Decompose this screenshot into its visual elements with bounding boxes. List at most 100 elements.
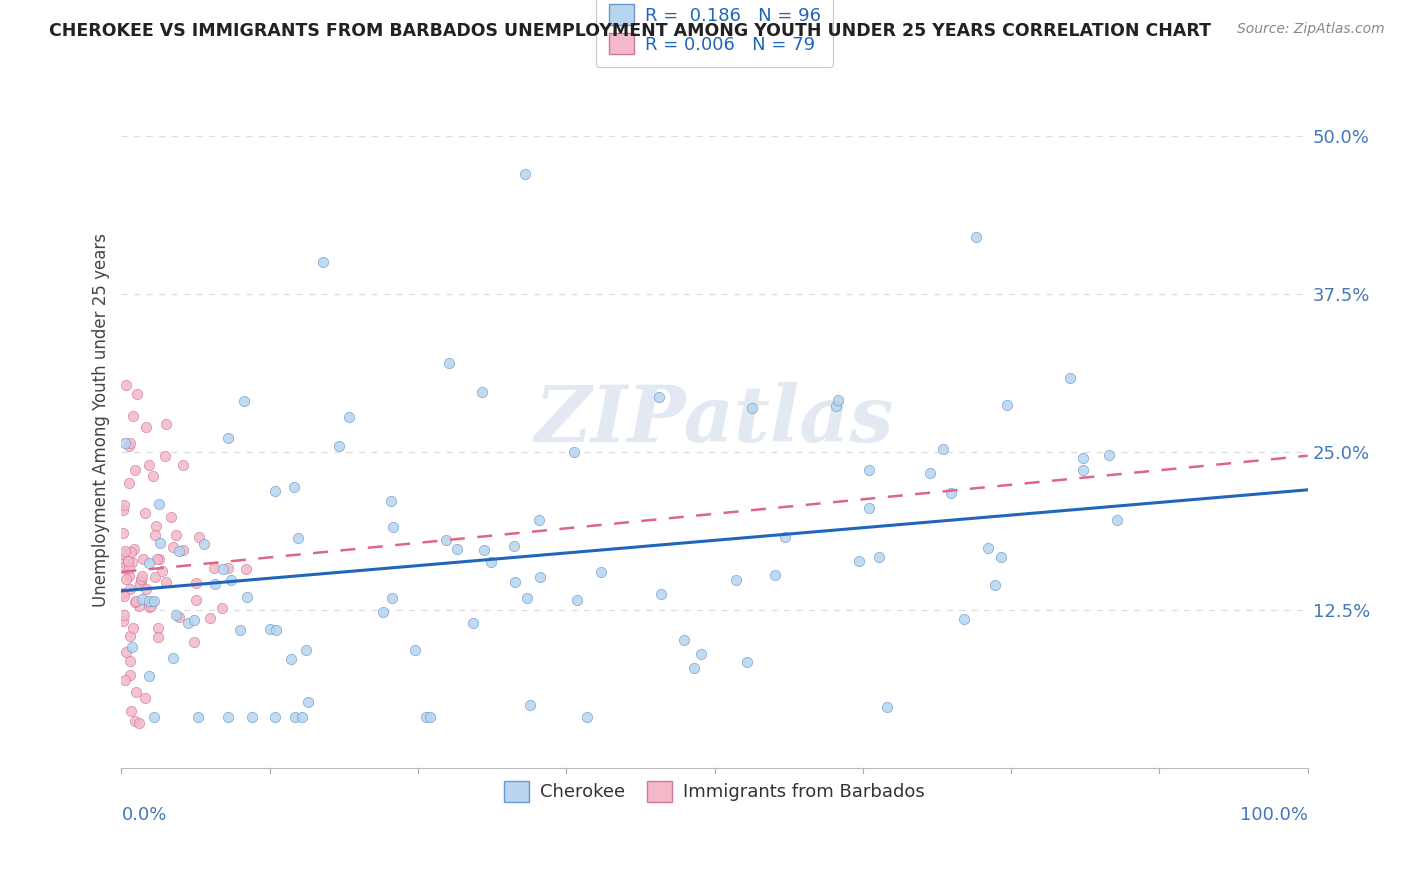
Point: [117, 554, 139, 568]
Point: [114, 436, 136, 450]
Point: [145, 552, 167, 566]
Point: [118, 569, 141, 583]
Point: [124, 462, 146, 476]
Point: [112, 608, 135, 623]
Point: [328, 440, 350, 454]
Point: [1071, 462, 1094, 476]
Point: [111, 555, 134, 569]
Text: ZIPatlas: ZIPatlas: [534, 382, 894, 458]
Point: [683, 661, 706, 675]
Point: [562, 445, 585, 459]
Point: [148, 552, 170, 566]
Point: [124, 594, 146, 608]
Point: [953, 612, 976, 626]
Point: [125, 387, 148, 401]
Point: [111, 585, 134, 599]
Point: [118, 476, 141, 491]
Text: 0.0%: 0.0%: [121, 805, 167, 824]
Point: [118, 629, 141, 643]
Point: [121, 409, 143, 423]
Point: [479, 556, 502, 570]
Point: [115, 645, 138, 659]
Point: [259, 622, 281, 636]
Point: [138, 599, 160, 614]
Point: [148, 630, 170, 644]
Point: [129, 574, 152, 589]
Point: [160, 510, 183, 524]
Point: [112, 589, 135, 603]
Point: [589, 565, 612, 579]
Point: [217, 710, 239, 724]
Point: [295, 643, 318, 657]
Point: [121, 555, 143, 569]
Point: [371, 606, 394, 620]
Point: [565, 592, 588, 607]
Point: [131, 552, 153, 566]
Point: [167, 609, 190, 624]
Point: [932, 442, 955, 456]
Point: [283, 480, 305, 494]
Point: [995, 398, 1018, 412]
Point: [439, 356, 461, 370]
Point: [1059, 371, 1081, 385]
Point: [576, 710, 599, 724]
Point: [297, 695, 319, 709]
Point: [162, 540, 184, 554]
Point: [219, 573, 242, 587]
Point: [112, 560, 135, 574]
Point: [143, 528, 166, 542]
Point: [415, 710, 437, 724]
Point: [148, 621, 170, 635]
Point: [118, 435, 141, 450]
Point: [284, 710, 307, 724]
Point: [235, 562, 257, 576]
Point: [128, 577, 150, 591]
Point: [112, 614, 135, 628]
Point: [529, 570, 551, 584]
Point: [202, 561, 225, 575]
Point: [211, 600, 233, 615]
Point: [1071, 451, 1094, 466]
Point: [513, 167, 536, 181]
Point: [138, 669, 160, 683]
Point: [724, 573, 747, 587]
Point: [122, 621, 145, 635]
Point: [647, 390, 669, 404]
Point: [824, 400, 846, 414]
Point: [131, 572, 153, 586]
Point: [143, 710, 166, 724]
Point: [240, 710, 263, 724]
Text: Source: ZipAtlas.com: Source: ZipAtlas.com: [1237, 22, 1385, 37]
Point: [184, 576, 207, 591]
Point: [858, 501, 880, 516]
Point: [111, 547, 134, 561]
Text: 100.0%: 100.0%: [1240, 805, 1308, 824]
Point: [503, 539, 526, 553]
Point: [115, 572, 138, 586]
Point: [419, 710, 441, 724]
Point: [120, 704, 142, 718]
Legend: Cherokee, Immigrants from Barbados: Cherokee, Immigrants from Barbados: [495, 772, 934, 811]
Point: [280, 652, 302, 666]
Point: [204, 576, 226, 591]
Point: [827, 392, 849, 407]
Point: [177, 615, 200, 630]
Point: [472, 543, 495, 558]
Point: [264, 710, 287, 724]
Point: [118, 654, 141, 668]
Point: [131, 568, 153, 582]
Point: [312, 255, 335, 269]
Point: [141, 595, 163, 609]
Point: [134, 691, 156, 706]
Point: [434, 533, 457, 547]
Point: [773, 530, 796, 544]
Point: [976, 541, 998, 556]
Point: [1098, 448, 1121, 462]
Point: [124, 685, 146, 699]
Point: [139, 599, 162, 614]
Point: [461, 616, 484, 631]
Point: [876, 699, 898, 714]
Point: [264, 623, 287, 637]
Point: [155, 574, 177, 589]
Point: [114, 673, 136, 688]
